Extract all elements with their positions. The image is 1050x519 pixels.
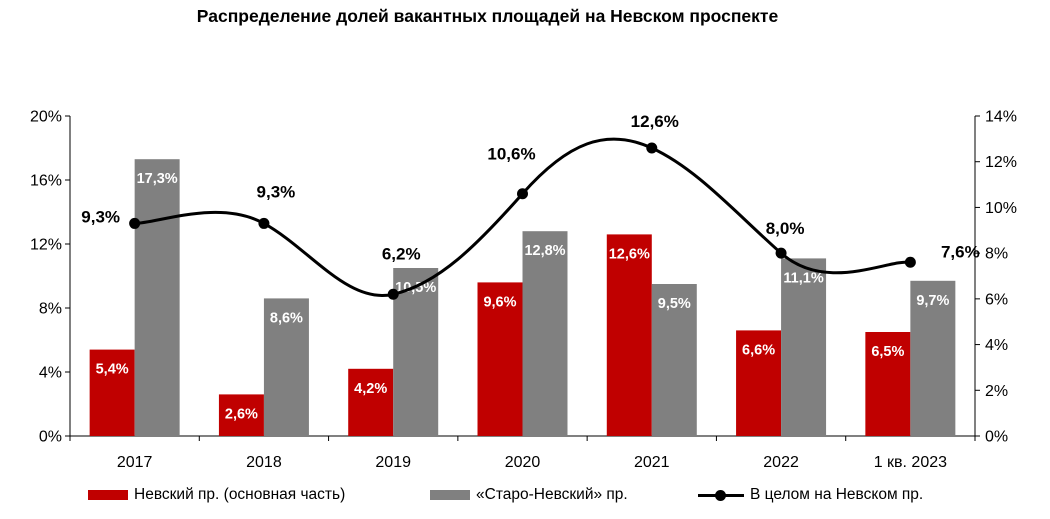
point-total [517, 188, 528, 200]
legend-item-total: В целом на Невском пр. [698, 482, 923, 508]
data-label-nevsky: 6,6% [742, 342, 775, 358]
x-tick-label: 2021 [634, 454, 670, 471]
x-tick-label: 1 кв. 2023 [874, 454, 947, 471]
data-label-nevsky: 5,4% [96, 362, 129, 378]
point-total [258, 217, 270, 229]
y-right-tick-label: 6% [985, 291, 1008, 308]
y-right-tick-label: 0% [985, 429, 1008, 446]
point-total [646, 142, 658, 154]
point-total [775, 247, 787, 259]
data-label-total: 9,3% [81, 207, 120, 226]
bar-nevsky [606, 234, 652, 436]
x-tick-label: 2020 [505, 454, 541, 471]
data-label-nevsky: 2,6% [225, 406, 258, 422]
bar-nevsky [865, 332, 911, 436]
data-label-total: 12,6% [631, 112, 679, 131]
legend-label-total: В целом на Невском пр. [750, 486, 924, 503]
y-left-tick-label: 8% [39, 301, 62, 318]
bar-staro-nevsky [781, 258, 827, 436]
data-label-total: 6,2% [382, 244, 421, 263]
legend-label-staro-nevsky: «Старо-Невский» пр. [476, 486, 628, 503]
bar-staro-nevsky [134, 159, 180, 436]
data-label-total: 7,6% [941, 242, 980, 261]
y-left-tick-label: 0% [39, 429, 62, 446]
legend-item-nevsky: Невский пр. (основная часть) [88, 482, 345, 508]
data-label-nevsky: 9,6% [483, 294, 516, 310]
y-left-tick-label: 16% [30, 173, 62, 190]
y-left-tick-label: 12% [30, 237, 62, 254]
bar-staro-nevsky [910, 280, 956, 436]
legend: Невский пр. (основная часть) «Старо-Невс… [0, 482, 1050, 508]
data-label-nevsky: 12,6% [609, 246, 650, 262]
y-right-tick-label: 2% [985, 383, 1008, 400]
x-tick-label: 2019 [375, 454, 411, 471]
data-label-staro-nevsky: 12,8% [524, 243, 565, 259]
legend-item-staro-nevsky: «Старо-Невский» пр. [430, 482, 628, 508]
y-left-tick-label: 20% [30, 109, 62, 126]
data-label-nevsky: 6,5% [871, 344, 904, 360]
y-right-tick-label: 8% [985, 246, 1008, 263]
y-left-tick-label: 4% [39, 365, 62, 382]
bar-staro-nevsky [522, 231, 568, 436]
chart-title: Распределение долей вакантных площадей н… [196, 6, 779, 26]
y-right-tick-label: 4% [985, 337, 1008, 354]
data-label-total: 10,6% [487, 145, 535, 164]
bar-staro-nevsky [263, 298, 309, 436]
bar-nevsky [89, 349, 135, 436]
bar-nevsky [348, 368, 394, 436]
legend-label-nevsky: Невский пр. (основная часть) [134, 486, 346, 503]
data-label-staro-nevsky: 9,5% [658, 296, 691, 312]
bar-nevsky [736, 330, 782, 436]
data-label-nevsky: 4,2% [354, 381, 387, 397]
legend-swatch-total [698, 488, 744, 502]
y-right-tick-label: 14% [985, 109, 1017, 126]
data-label-staro-nevsky: 17,3% [137, 171, 178, 187]
data-label-staro-nevsky: 11,1% [783, 270, 823, 286]
point-total [387, 288, 399, 300]
data-label-staro-nevsky: 8,6% [270, 310, 303, 326]
bar-nevsky [218, 394, 264, 436]
y-right-tick-label: 12% [985, 154, 1017, 171]
y-right-tick-label: 10% [985, 200, 1017, 217]
legend-swatch-staro-nevsky [430, 490, 470, 500]
bar-staro-nevsky [393, 268, 439, 436]
bar-staro-nevsky [651, 284, 697, 436]
x-tick-label: 2017 [117, 454, 153, 471]
legend-swatch-nevsky [88, 490, 128, 500]
data-label-total: 9,3% [257, 182, 296, 201]
data-label-total: 8,0% [766, 219, 805, 238]
point-total [129, 217, 141, 229]
chart-canvas: 0% 4% 8% 12% 16% 20% 0% 2% 4% 6% 8% 10% 12% 14% 2017 20… [30, 109, 1017, 472]
x-tick-label: 2018 [246, 454, 282, 471]
data-label-staro-nevsky: 9,7% [916, 293, 949, 309]
point-total [904, 256, 916, 268]
bar-nevsky [477, 282, 523, 436]
x-tick-label: 2022 [763, 454, 799, 471]
